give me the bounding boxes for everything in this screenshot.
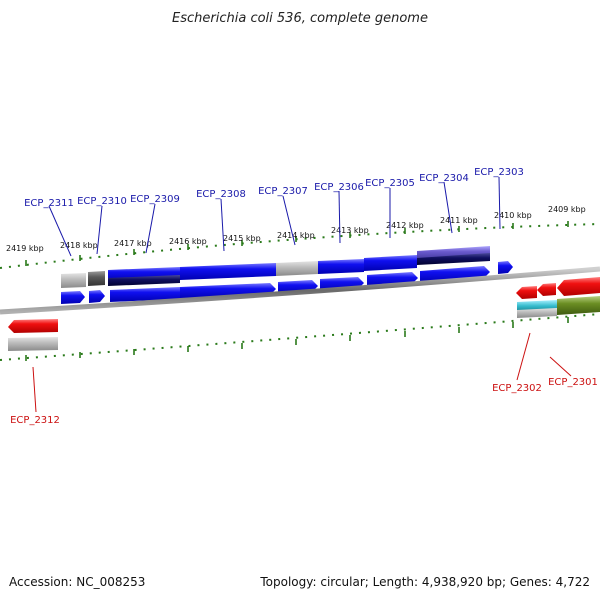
gene-feature[interactable] [417,253,490,265]
callout-line [32,366,37,413]
gene-feature[interactable] [89,290,105,303]
gene-label[interactable]: ECP_2305 [365,178,415,189]
callout-line [443,181,453,234]
gene-feature[interactable] [537,283,556,296]
gene-feature[interactable] [364,255,417,271]
gene-label[interactable]: ECP_2308 [196,189,246,200]
ruler-label: 2411 kbp [440,216,478,225]
gene-feature[interactable] [61,291,85,304]
callout-line [220,198,225,252]
inner-ruler-major-ticks [25,317,569,361]
gene-feature[interactable] [8,319,58,333]
gene-label[interactable]: ECP_2302 [492,383,542,394]
gene-feature[interactable] [318,259,364,274]
outer-ruler-major-ticks [25,221,569,266]
callout-line [145,203,156,254]
gene-feature[interactable] [498,261,513,274]
gene-feature[interactable] [108,275,180,286]
callout-line [516,332,531,381]
forward-callouts [48,176,501,257]
callout-line [282,195,296,246]
ruler-label: 2418 kbp [60,241,98,250]
gene-feature[interactable] [88,271,105,286]
accession-label: Accession: NC_008253 [9,575,145,589]
ruler-label: 2415 kbp [223,234,261,243]
callout-line [549,356,572,377]
gene-label[interactable]: ECP_2301 [548,377,598,388]
gene-label[interactable]: ECP_2310 [77,196,127,207]
callout-line [48,205,72,257]
gene-feature[interactable] [61,273,86,288]
gene-feature[interactable] [557,277,600,296]
forward-gene-labels: ECP_2311 ECP_2310 ECP_2309 ECP_2308 ECP_… [24,167,524,209]
genome-summary: Topology: circular; Length: 4,938,920 bp… [259,575,590,589]
forward-track-row-2 [61,266,490,304]
gene-feature[interactable] [557,296,600,315]
genome-title: Escherichia coli 536, complete genome [172,11,428,26]
ruler-label: 2409 kbp [548,205,586,214]
gene-label[interactable]: ECP_2306 [314,182,364,193]
callout-line [338,190,341,244]
inner-ruler [0,313,600,361]
gene-feature[interactable] [417,246,490,260]
gene-label[interactable]: ECP_2311 [24,198,74,209]
ruler-label: 2416 kbp [169,237,207,246]
ruler-label: 2412 kbp [386,221,424,230]
reverse-gene-labels: ECP_2312 ECP_2302 ECP_2301 [10,377,598,426]
reverse-track [8,277,600,351]
gene-feature[interactable] [276,261,318,276]
callout-line [96,205,103,255]
ruler-label: 2417 kbp [114,239,152,248]
ruler-label: 2414 kbp [277,231,315,240]
ruler-label: 2413 kbp [331,226,369,235]
callout-line [498,176,501,230]
gene-label[interactable]: ECP_2307 [258,186,308,197]
gene-feature[interactable] [517,308,557,318]
gene-feature[interactable] [110,287,180,302]
gene-feature[interactable] [516,286,537,299]
gene-label[interactable]: ECP_2312 [10,415,60,426]
gene-feature[interactable] [8,337,58,351]
gene-label[interactable]: ECP_2304 [419,173,469,184]
gene-label[interactable]: ECP_2303 [474,167,524,178]
reverse-callouts [32,332,572,413]
genome-backbone [0,266,600,315]
gene-label[interactable]: ECP_2309 [130,194,180,205]
forward-track-row-1 [61,246,513,288]
ruler-label: 2419 kbp [6,244,44,253]
ruler-label: 2410 kbp [494,211,532,220]
ruler-labels: 2419 kbp 2418 kbp 2417 kbp 2416 kbp 2415… [6,205,586,253]
gene-feature[interactable] [180,263,276,280]
